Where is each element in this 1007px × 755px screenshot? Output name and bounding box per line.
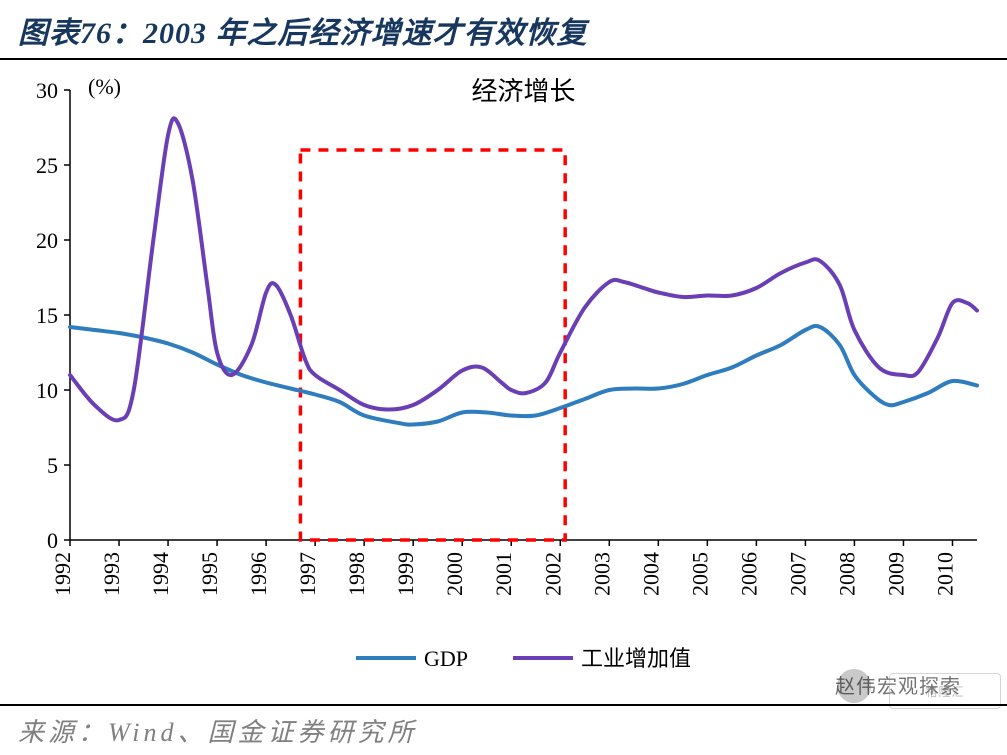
y-tick-label: 10 (36, 378, 58, 403)
x-tick-label: 2005 (687, 552, 712, 596)
x-tick-label: 2003 (589, 552, 614, 596)
source-label: 来源：Wind、国金证券研究所 (18, 718, 417, 747)
chart-inner-title: 经济增长 (471, 77, 575, 106)
x-tick-label: 2001 (491, 552, 516, 596)
x-tick-label: 2009 (883, 552, 908, 596)
chart-area: 0 5 10 15 20 25 30 1992 1993 1994 1995 1996 1997 1998… (0, 60, 1007, 700)
chart-footer: 来源：Wind、国金证券研究所 (0, 704, 1007, 755)
x-tick-label: 2006 (736, 552, 761, 596)
industrial-value-line (70, 118, 977, 420)
x-tick-label: 2000 (442, 552, 467, 596)
line-chart: 0 5 10 15 20 25 30 1992 1993 1994 1995 1996 1997 1998… (0, 60, 1007, 700)
legend-label: 工业增加值 (581, 646, 691, 671)
x-tick-label: 1993 (99, 552, 124, 596)
chart-title: 图表76：2003 年之后经济增速才有效恢复 (18, 17, 588, 50)
watermark-box-label: 格隆汇 (925, 683, 964, 700)
x-tick-label: 1992 (50, 552, 75, 596)
chart-header: 图表76：2003 年之后经济增速才有效恢复 (0, 0, 1007, 60)
y-tick-label: 20 (36, 228, 58, 253)
y-tick-label: 25 (36, 153, 58, 178)
unit-label: (%) (88, 74, 121, 99)
x-tick-label: 1999 (393, 552, 418, 596)
x-tick-label: 1996 (246, 552, 271, 596)
y-tick-label: 5 (47, 453, 58, 478)
x-tick-label: 2002 (540, 552, 565, 596)
legend-label: GDP (424, 646, 468, 671)
highlight-box (300, 150, 565, 540)
x-tick-label: 2004 (638, 552, 663, 596)
gdp-line (70, 326, 977, 425)
x-tick-label: 2008 (834, 552, 859, 596)
x-tick-label: 2010 (932, 552, 957, 596)
x-tick-label: 1997 (295, 552, 320, 596)
y-tick-label: 30 (36, 78, 58, 103)
x-tick-label: 1995 (197, 552, 222, 596)
x-tick-label: 1994 (148, 552, 173, 596)
y-tick-label: 15 (36, 303, 58, 328)
y-tick-label: 0 (47, 528, 58, 553)
x-tick-label: 1998 (344, 552, 369, 596)
x-tick-label: 2007 (785, 552, 810, 596)
